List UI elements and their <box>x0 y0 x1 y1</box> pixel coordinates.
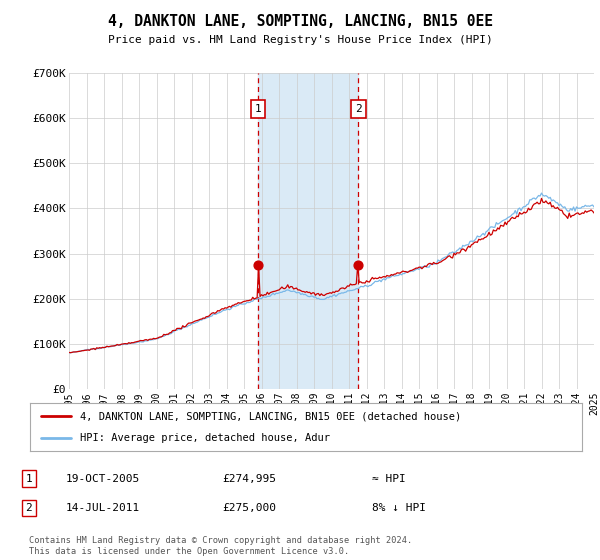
Text: 2: 2 <box>25 503 32 513</box>
Text: 2: 2 <box>355 104 362 114</box>
Text: ≈ HPI: ≈ HPI <box>372 474 406 484</box>
Point <box>353 260 363 269</box>
Text: 1: 1 <box>254 104 262 114</box>
Text: 1: 1 <box>25 474 32 484</box>
Text: 4, DANKTON LANE, SOMPTING, LANCING, BN15 0EE (detached house): 4, DANKTON LANE, SOMPTING, LANCING, BN15… <box>80 411 461 421</box>
Bar <box>258 73 358 389</box>
Text: 19-OCT-2005: 19-OCT-2005 <box>66 474 140 484</box>
Text: 8% ↓ HPI: 8% ↓ HPI <box>372 503 426 513</box>
Text: Price paid vs. HM Land Registry's House Price Index (HPI): Price paid vs. HM Land Registry's House … <box>107 35 493 45</box>
Text: 4, DANKTON LANE, SOMPTING, LANCING, BN15 0EE: 4, DANKTON LANE, SOMPTING, LANCING, BN15… <box>107 14 493 29</box>
Point <box>253 260 263 269</box>
Text: £274,995: £274,995 <box>222 474 276 484</box>
Text: HPI: Average price, detached house, Adur: HPI: Average price, detached house, Adur <box>80 433 329 443</box>
Text: 14-JUL-2011: 14-JUL-2011 <box>66 503 140 513</box>
Text: £275,000: £275,000 <box>222 503 276 513</box>
Text: Contains HM Land Registry data © Crown copyright and database right 2024.
This d: Contains HM Land Registry data © Crown c… <box>29 536 412 556</box>
